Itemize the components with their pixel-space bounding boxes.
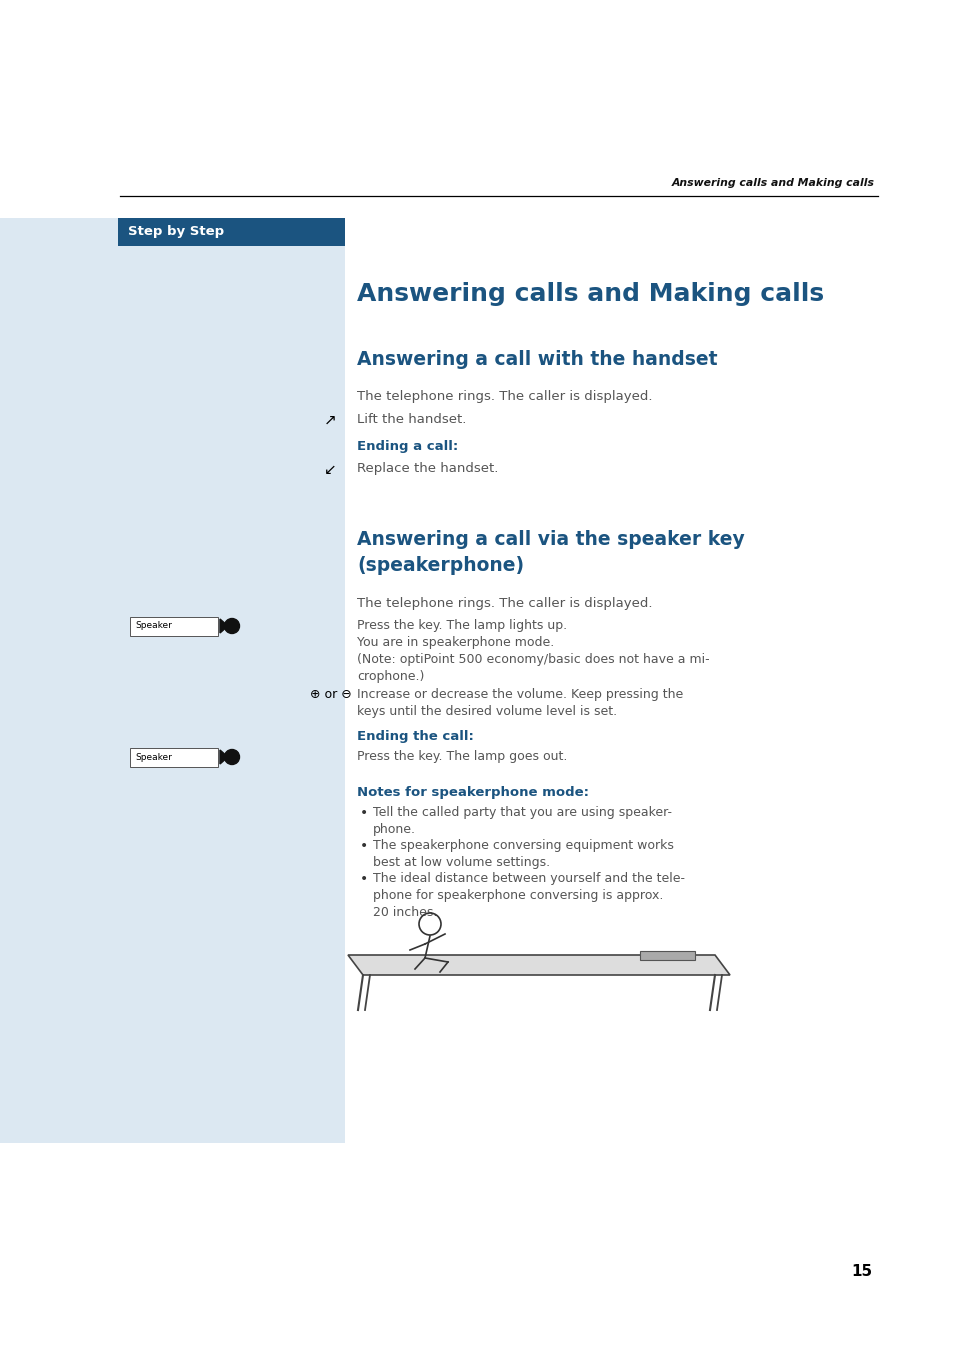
Text: ↙: ↙	[323, 462, 336, 477]
Text: The speakerphone conversing equipment works
best at low volume settings.: The speakerphone conversing equipment wo…	[373, 839, 673, 869]
Polygon shape	[220, 619, 228, 634]
Text: Step by Step: Step by Step	[128, 226, 224, 239]
Text: •: •	[359, 807, 368, 820]
Bar	[130, 616, 218, 635]
Text: Press the key. The lamp goes out.: Press the key. The lamp goes out.	[356, 750, 567, 763]
Text: ↗: ↗	[323, 413, 336, 428]
Text: Speaker: Speaker	[135, 621, 172, 631]
Text: Increase or decrease the volume. Keep pressing the
keys until the desired volume: Increase or decrease the volume. Keep pr…	[356, 688, 682, 717]
Text: Answering a call with the handset: Answering a call with the handset	[356, 350, 717, 369]
Bar	[639, 951, 695, 961]
Text: Press the key. The lamp lights up.
You are in speakerphone mode.
(Note: optiPoin: Press the key. The lamp lights up. You a…	[356, 619, 709, 684]
Bar	[0, 218, 345, 1143]
Text: ⊕ or ⊖: ⊕ or ⊖	[310, 688, 352, 701]
Text: 15: 15	[850, 1265, 872, 1279]
Text: The ideal distance between yourself and the tele-
phone for speakerphone convers: The ideal distance between yourself and …	[373, 871, 684, 919]
Text: Tell the called party that you are using speaker-
phone.: Tell the called party that you are using…	[373, 807, 671, 836]
Polygon shape	[348, 955, 729, 975]
Bar	[130, 747, 218, 766]
Text: Answering a call via the speaker key: Answering a call via the speaker key	[356, 530, 744, 549]
Polygon shape	[220, 750, 228, 765]
Text: The telephone rings. The caller is displayed.: The telephone rings. The caller is displ…	[356, 390, 652, 403]
Text: •: •	[359, 839, 368, 852]
Text: Lift the handset.: Lift the handset.	[356, 413, 466, 426]
Text: Ending a call:: Ending a call:	[356, 440, 457, 453]
Circle shape	[224, 619, 239, 634]
Text: Notes for speakerphone mode:: Notes for speakerphone mode:	[356, 786, 588, 798]
Text: (speakerphone): (speakerphone)	[356, 557, 523, 576]
Text: Speaker: Speaker	[135, 753, 172, 762]
Text: Answering calls and Making calls: Answering calls and Making calls	[356, 282, 823, 305]
Circle shape	[224, 750, 239, 765]
Text: Ending the call:: Ending the call:	[356, 730, 474, 743]
Text: Answering calls and Making calls: Answering calls and Making calls	[671, 178, 874, 188]
Text: •: •	[359, 871, 368, 886]
Bar	[118, 218, 345, 246]
Text: The telephone rings. The caller is displayed.: The telephone rings. The caller is displ…	[356, 597, 652, 611]
Text: Replace the handset.: Replace the handset.	[356, 462, 497, 476]
